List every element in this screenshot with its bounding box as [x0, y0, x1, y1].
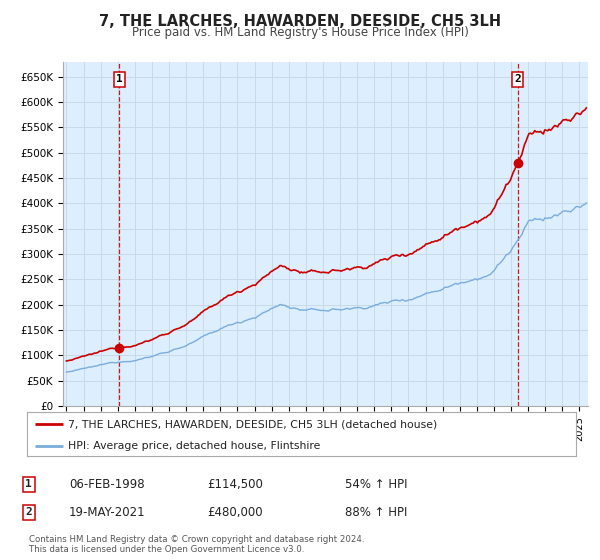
Text: 06-FEB-1998: 06-FEB-1998 [69, 478, 145, 491]
Text: 7, THE LARCHES, HAWARDEN, DEESIDE, CH5 3LH (detached house): 7, THE LARCHES, HAWARDEN, DEESIDE, CH5 3… [68, 419, 437, 429]
Text: Contains HM Land Registry data © Crown copyright and database right 2024.
This d: Contains HM Land Registry data © Crown c… [29, 535, 364, 554]
Text: £114,500: £114,500 [207, 478, 263, 491]
Text: 19-MAY-2021: 19-MAY-2021 [69, 506, 146, 519]
Text: 2: 2 [514, 74, 521, 85]
Text: 2: 2 [25, 507, 32, 517]
Text: 1: 1 [25, 479, 32, 489]
Text: 1: 1 [116, 74, 123, 85]
Text: 7, THE LARCHES, HAWARDEN, DEESIDE, CH5 3LH: 7, THE LARCHES, HAWARDEN, DEESIDE, CH5 3… [99, 14, 501, 29]
Text: £480,000: £480,000 [207, 506, 263, 519]
Text: Price paid vs. HM Land Registry's House Price Index (HPI): Price paid vs. HM Land Registry's House … [131, 26, 469, 39]
Text: HPI: Average price, detached house, Flintshire: HPI: Average price, detached house, Flin… [68, 441, 320, 451]
Text: 54% ↑ HPI: 54% ↑ HPI [345, 478, 407, 491]
Text: 88% ↑ HPI: 88% ↑ HPI [345, 506, 407, 519]
